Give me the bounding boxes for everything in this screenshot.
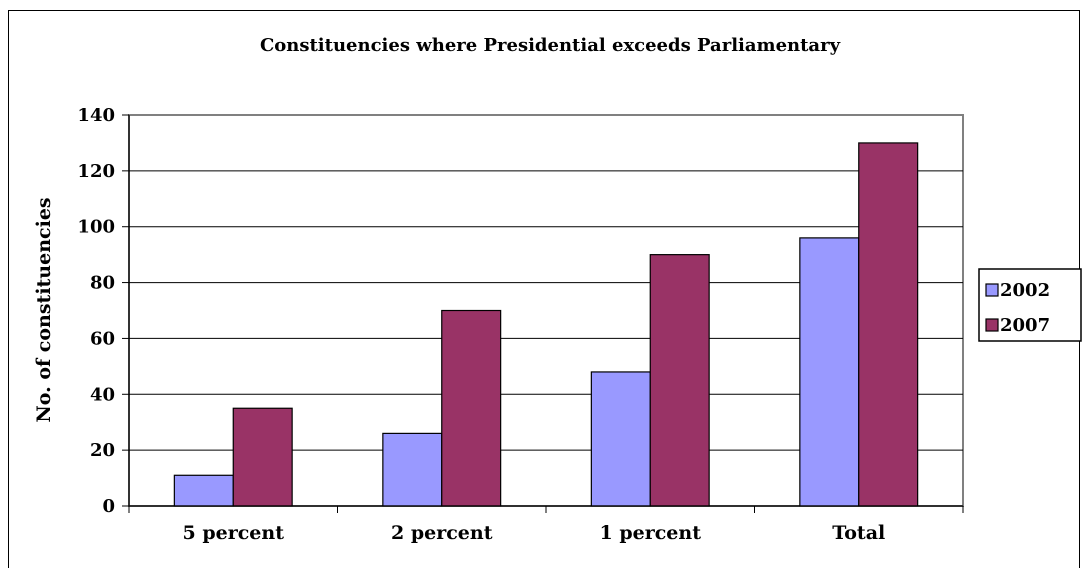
y-tick-label: 80 <box>90 273 115 294</box>
bar-2002-2-percent <box>382 432 443 507</box>
category-labels: 5 percent 2 percent 1 percent Total <box>183 522 886 544</box>
y-tick-labels: 0 20 40 60 80 100 120 140 <box>77 105 115 517</box>
category-label: 5 percent <box>183 522 285 544</box>
y-tick-label: 0 <box>102 496 115 517</box>
y-tick-label: 60 <box>90 328 115 349</box>
legend-swatch-2007 <box>985 318 999 332</box>
y-tick-label: 140 <box>77 105 115 126</box>
y-tick-label: 120 <box>77 161 115 182</box>
bar-2007-total <box>858 142 919 507</box>
bar-2007-2-percent <box>441 309 502 507</box>
category-label: 2 percent <box>391 522 493 544</box>
bars <box>173 142 919 507</box>
chart-title: Constituencies where Presidential exceed… <box>260 35 841 56</box>
legend: 2002 2007 <box>978 268 1082 342</box>
category-label: 1 percent <box>600 522 702 544</box>
category-label: Total <box>832 522 885 544</box>
bar-2002-1-percent <box>590 371 651 507</box>
y-tick-label: 20 <box>90 440 115 461</box>
y-tick-label: 100 <box>77 217 115 238</box>
legend-swatch-2002 <box>985 283 999 297</box>
bar-2007-5-percent <box>232 407 293 507</box>
bar-2002-total <box>799 237 860 507</box>
legend-label-2002: 2002 <box>1000 280 1050 301</box>
bar-2002-5-percent <box>173 474 234 507</box>
legend-label-2007: 2007 <box>1000 315 1050 336</box>
axes <box>122 114 964 513</box>
y-tick-label: 40 <box>90 384 115 405</box>
bar-2007-1-percent <box>649 254 710 507</box>
y-axis-label: No. of constituencies <box>33 197 55 422</box>
